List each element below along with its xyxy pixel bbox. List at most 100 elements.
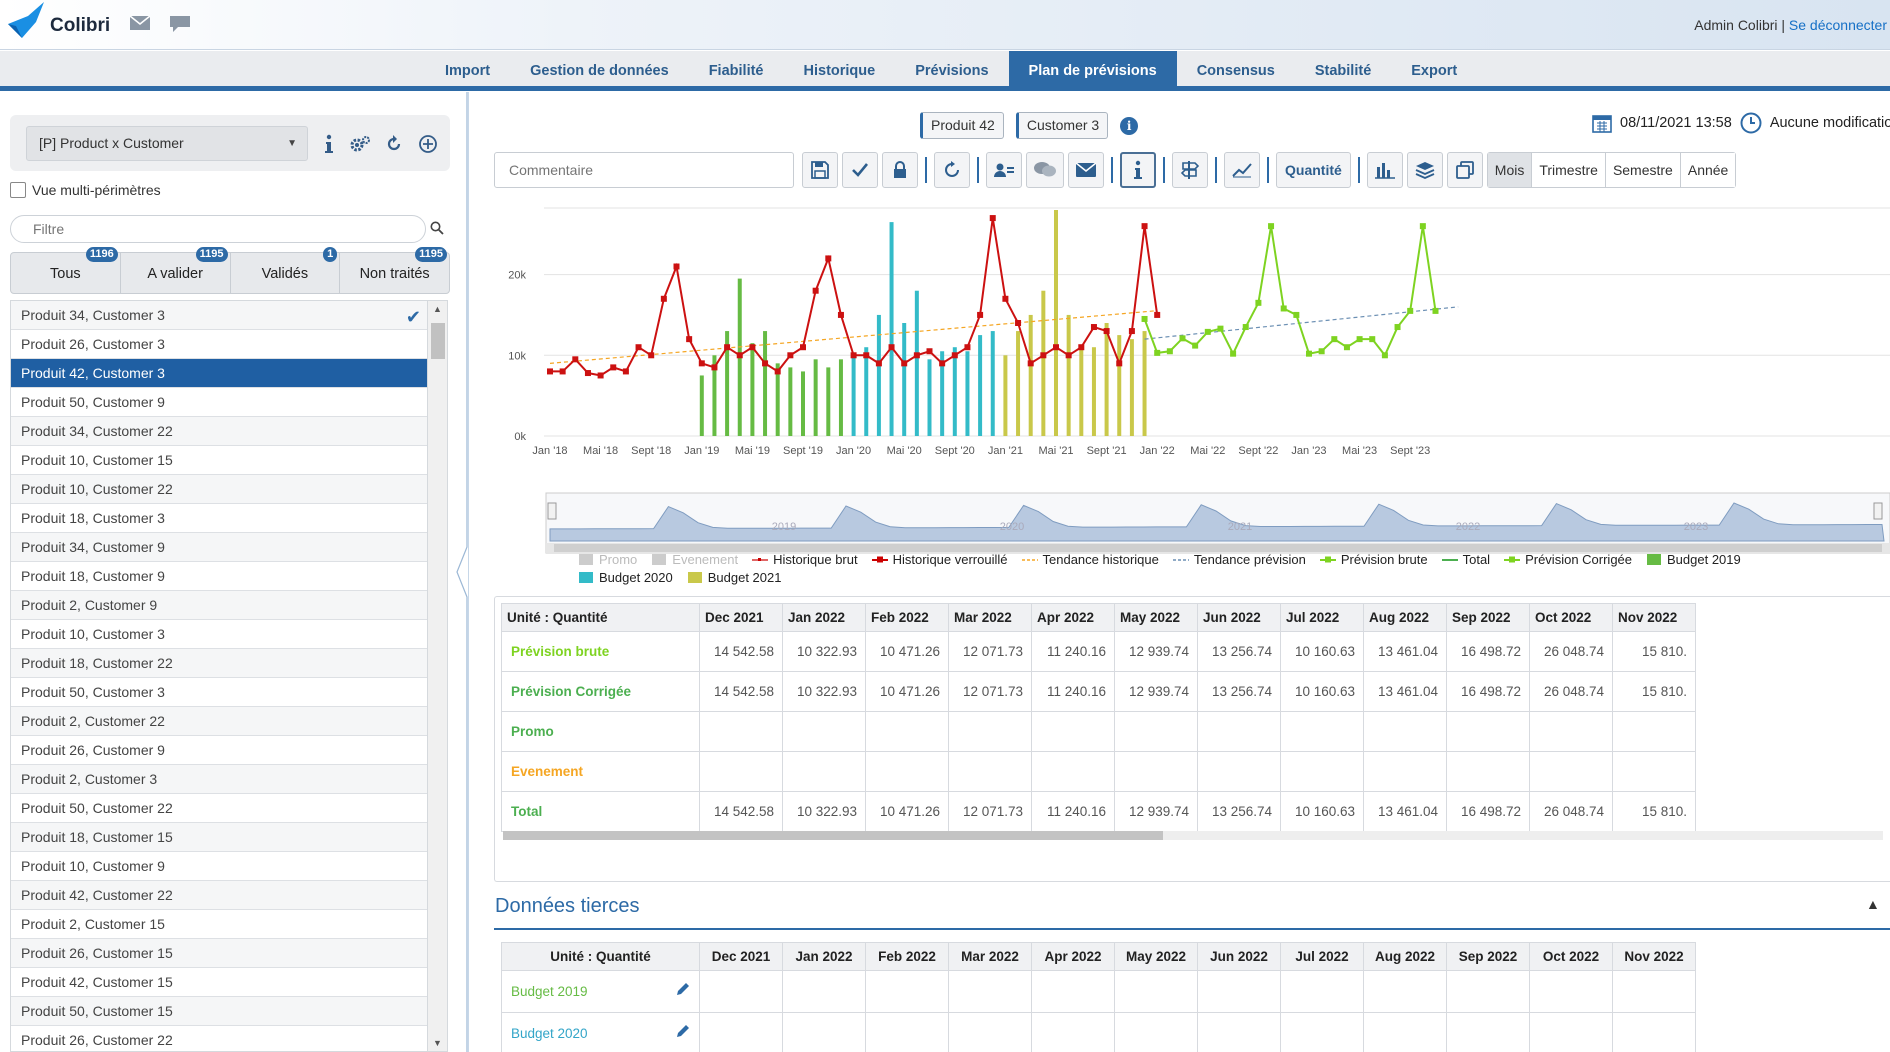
data-point[interactable] xyxy=(673,263,680,270)
value-cell[interactable] xyxy=(699,711,783,752)
value-cell[interactable] xyxy=(1446,751,1530,792)
data-point[interactable] xyxy=(1090,324,1097,331)
value-cell[interactable] xyxy=(1031,711,1115,752)
value-cell[interactable]: 16 498.72 xyxy=(1446,671,1530,712)
value-cell[interactable]: 15 810. xyxy=(1612,631,1696,672)
validate-button[interactable] xyxy=(842,152,878,188)
bar-chart-button[interactable] xyxy=(1366,152,1403,188)
list-item[interactable]: Produit 18, Customer 9 xyxy=(11,562,427,591)
value-cell[interactable] xyxy=(1529,711,1613,752)
value-cell[interactable]: 12 939.74 xyxy=(1114,791,1198,832)
data-point[interactable] xyxy=(1331,336,1338,343)
legend-item[interactable]: Historique brut xyxy=(752,552,858,567)
value-cell[interactable] xyxy=(1280,970,1364,1013)
list-item[interactable]: Produit 2, Customer 3 xyxy=(11,765,427,794)
value-cell[interactable] xyxy=(1529,1012,1613,1052)
data-point[interactable] xyxy=(1217,325,1224,332)
assign-user-button[interactable] xyxy=(986,152,1022,188)
list-item[interactable]: Produit 34, Customer 9 xyxy=(11,533,427,562)
data-point[interactable] xyxy=(1293,311,1300,318)
list-item[interactable]: Produit 2, Customer 15 xyxy=(11,910,427,939)
data-point[interactable] xyxy=(1306,350,1312,357)
legend-item[interactable]: Historique verrouillé xyxy=(871,552,1008,567)
data-point[interactable] xyxy=(800,344,806,351)
list-item[interactable]: Produit 34, Customer 3 ✔ xyxy=(11,301,427,330)
comment-input[interactable] xyxy=(494,152,794,188)
value-cell[interactable] xyxy=(1114,711,1198,752)
value-cell[interactable]: 10 322.93 xyxy=(782,671,866,712)
legend-item[interactable]: Tendance prévision xyxy=(1172,552,1306,567)
data-point[interactable] xyxy=(1343,344,1350,351)
value-cell[interactable]: 16 498.72 xyxy=(1446,631,1530,672)
collapse-caret-icon[interactable]: ▲ xyxy=(1866,896,1880,912)
list-scroll-thumb[interactable] xyxy=(431,323,445,359)
value-cell[interactable] xyxy=(1612,751,1696,792)
value-cell[interactable] xyxy=(1197,1012,1281,1052)
value-cell[interactable]: 10 160.63 xyxy=(1280,791,1364,832)
data-point[interactable] xyxy=(1040,352,1047,359)
status-tab[interactable]: A valider 1195 xyxy=(121,247,231,293)
search-icon[interactable] xyxy=(430,221,444,235)
data-point[interactable] xyxy=(1280,305,1287,312)
data-point[interactable] xyxy=(597,372,604,379)
list-item[interactable]: Produit 50, Customer 3 xyxy=(11,678,427,707)
value-cell[interactable]: 11 240.16 xyxy=(1031,631,1115,672)
status-tab[interactable]: Tous 1196 xyxy=(11,247,121,293)
value-cell[interactable]: 14 542.58 xyxy=(699,671,783,712)
list-item[interactable]: Produit 18, Customer 15 xyxy=(11,823,427,852)
data-point[interactable] xyxy=(989,215,996,222)
value-cell[interactable] xyxy=(1280,751,1364,792)
data-point[interactable] xyxy=(1015,320,1022,326)
data-point[interactable] xyxy=(875,360,882,367)
value-cell[interactable]: 11 240.16 xyxy=(1031,791,1115,832)
nav-item[interactable]: Export xyxy=(1411,63,1458,79)
value-cell[interactable] xyxy=(948,711,1032,752)
data-point[interactable] xyxy=(610,364,617,371)
value-cell[interactable] xyxy=(782,970,866,1013)
list-item[interactable]: Produit 2, Customer 9 xyxy=(11,591,427,620)
list-item[interactable]: Produit 50, Customer 9 xyxy=(11,388,427,417)
value-cell[interactable]: 13 461.04 xyxy=(1363,631,1447,672)
value-cell[interactable] xyxy=(1446,970,1530,1013)
data-point[interactable] xyxy=(572,356,579,363)
status-tab[interactable]: Non traités 1195 xyxy=(340,247,449,293)
data-point[interactable] xyxy=(1381,352,1388,359)
data-point[interactable] xyxy=(1318,348,1325,355)
reset-button[interactable] xyxy=(934,152,970,188)
data-point[interactable] xyxy=(660,295,667,302)
value-cell[interactable]: 10 160.63 xyxy=(1280,671,1364,712)
filter-input[interactable] xyxy=(10,215,426,243)
data-point[interactable] xyxy=(1407,307,1414,314)
data-point[interactable] xyxy=(863,352,870,359)
period-option[interactable]: Trimestre xyxy=(1532,153,1606,187)
list-item[interactable]: Produit 10, Customer 9 xyxy=(11,852,427,881)
value-cell[interactable]: 15 810. xyxy=(1612,671,1696,712)
list-item[interactable]: Produit 18, Customer 22 xyxy=(11,649,427,678)
value-cell[interactable]: 16 498.72 xyxy=(1446,791,1530,832)
data-point[interactable] xyxy=(622,368,629,375)
nav-item[interactable]: Prévisions xyxy=(915,63,989,79)
data-point[interactable] xyxy=(926,348,933,355)
data-point[interactable] xyxy=(1065,352,1072,359)
settings-gears-icon[interactable] xyxy=(348,132,372,156)
data-point[interactable] xyxy=(584,370,591,377)
data-point[interactable] xyxy=(837,311,844,318)
data-point[interactable] xyxy=(812,287,819,294)
value-cell[interactable] xyxy=(1031,751,1115,792)
legend-item[interactable]: Budget 2021 xyxy=(687,570,781,585)
data-point[interactable] xyxy=(559,368,566,375)
chip-customer[interactable]: Customer 3 xyxy=(1015,112,1109,139)
value-cell[interactable] xyxy=(1446,1012,1530,1052)
list-item[interactable]: Produit 34, Customer 22 xyxy=(11,417,427,446)
value-cell[interactable]: 10 471.26 xyxy=(865,791,949,832)
data-point[interactable] xyxy=(1242,324,1249,331)
data-point[interactable] xyxy=(901,360,908,367)
data-point[interactable] xyxy=(762,360,769,367)
data-point[interactable] xyxy=(888,344,895,351)
list-item[interactable]: Produit 10, Customer 22 xyxy=(11,475,427,504)
data-point[interactable] xyxy=(711,364,718,371)
data-point[interactable] xyxy=(1204,328,1211,335)
navigator-scroll-thumb[interactable] xyxy=(554,544,1882,552)
list-scrollbar[interactable]: ▲ ▼ xyxy=(428,300,448,1052)
legend-item[interactable]: Promo xyxy=(578,552,637,567)
